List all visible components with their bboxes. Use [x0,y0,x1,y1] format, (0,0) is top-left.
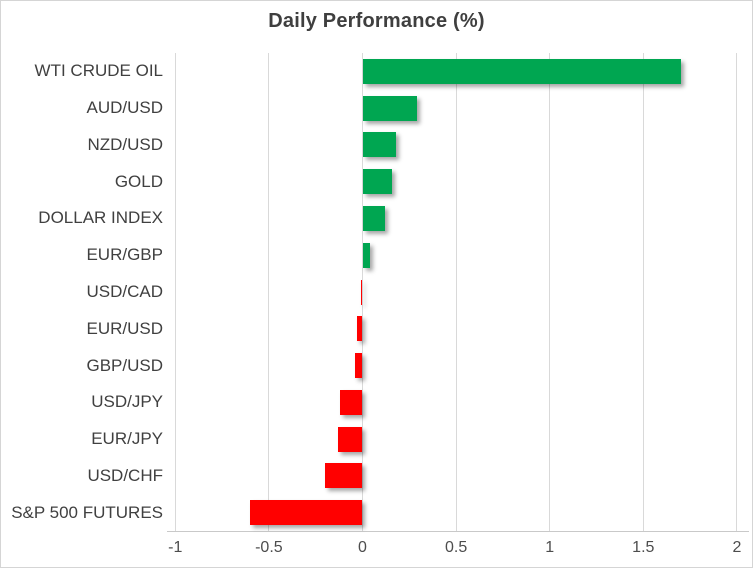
bar-usd-chf [325,463,363,489]
bar-gbp-usd [355,353,363,379]
bar-aud-usd [362,95,417,121]
category-label: NZD/USD [87,134,163,154]
category-label: GOLD [114,171,163,191]
category-label: USD/CAD [86,282,163,301]
bar-gold [362,169,393,195]
gridline [455,53,457,531]
category-label: EUR/GBP [86,245,163,265]
bar-usd-jpy [340,389,363,415]
x-tick-label: 1 [545,539,555,556]
category-label: GBP/USD [86,355,163,375]
x-tick-label: -1 [168,539,183,556]
x-tick-label: 2 [732,539,742,556]
category-label: EUR/JPY [91,429,163,449]
x-tick-label: 1.5 [632,539,655,556]
category-label: WTI CRUDE OIL [34,61,163,81]
bar-dollar-index [362,205,385,231]
gridline [549,53,551,531]
x-axis-line [167,531,749,532]
chart-title: Daily Performance (%) [268,10,485,32]
bar-eur-jpy [338,426,363,452]
gridline [174,53,176,531]
gridline [268,53,270,531]
bar-s-p-500-futures [250,500,363,526]
bar-eur-usd [356,316,363,342]
bar-wti-crude-oil [362,58,681,84]
gridline [642,53,644,531]
gridline [736,53,738,531]
zero-gridline [362,53,363,531]
bar-usd-cad [360,279,363,305]
bar-nzd-usd [362,132,397,158]
category-label: USD/CHF [87,465,163,485]
category-label: USD/JPY [91,392,163,412]
category-label: S&P 500 FUTURES [11,502,163,522]
x-tick-label: -0.5 [255,539,283,556]
x-tick-label: 0 [358,539,367,556]
category-label: AUD/USD [86,98,163,118]
x-tick-label: 0.5 [444,539,468,556]
bar-eur-gbp [362,242,370,268]
category-label: DOLLAR INDEX [38,208,163,228]
category-label: EUR/USD [86,318,163,338]
